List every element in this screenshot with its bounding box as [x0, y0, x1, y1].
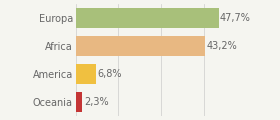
Text: 47,7%: 47,7%	[220, 13, 251, 23]
Text: 6,8%: 6,8%	[97, 69, 122, 79]
Text: 43,2%: 43,2%	[207, 41, 237, 51]
Bar	[76, 92, 83, 112]
Bar	[76, 8, 218, 28]
Bar	[76, 36, 205, 56]
Text: 2,3%: 2,3%	[84, 97, 109, 107]
Bar	[76, 64, 96, 84]
